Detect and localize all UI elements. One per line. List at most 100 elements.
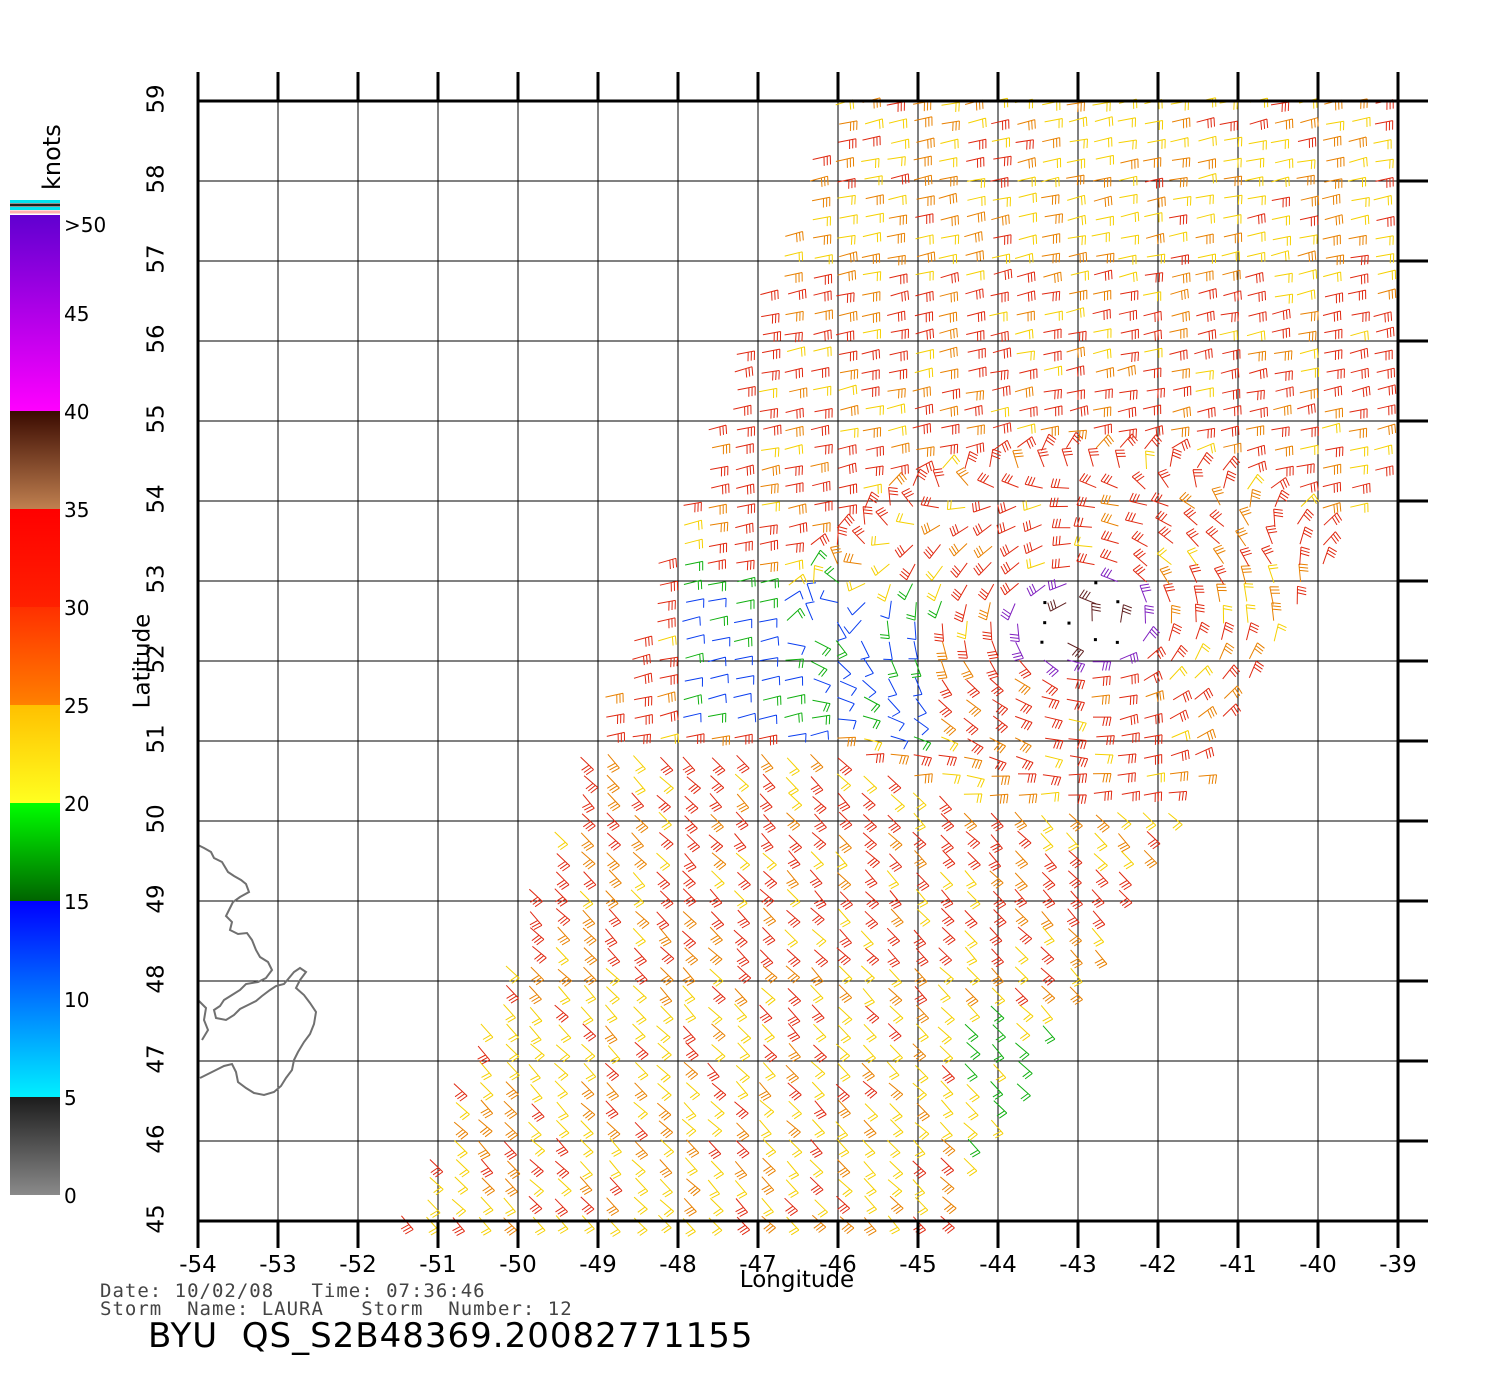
wind-barb [1171, 438, 1191, 451]
wind-barb [1296, 174, 1315, 186]
wind-barb [1068, 773, 1088, 784]
wind-barb [837, 270, 857, 282]
wind-barb [913, 754, 932, 767]
wind-barb [837, 792, 851, 812]
wind-barb [1299, 526, 1314, 545]
wind-barb [708, 597, 727, 608]
wind-barb [529, 1179, 544, 1198]
lat-tick-label: 58 [144, 164, 170, 193]
wind-barb [1222, 703, 1242, 717]
wind-barb [1143, 754, 1163, 765]
wind-barb [1120, 351, 1139, 363]
wind-barb [788, 573, 808, 586]
wind-barb [658, 635, 677, 646]
legend-stripe [10, 200, 60, 203]
wind-barb [710, 813, 724, 833]
wind-barb [733, 833, 747, 852]
wind-barb [992, 196, 1011, 207]
wind-barb [871, 535, 890, 546]
wind-barb [916, 908, 931, 927]
wind-barb [737, 1042, 751, 1062]
product-id: BYU QS_S2B48369.20082771155 [148, 1316, 754, 1356]
wind-barb [760, 753, 774, 773]
wind-barb [888, 987, 903, 1006]
wind-barb [1324, 349, 1343, 361]
wind-barb [684, 538, 704, 550]
wind-barb [455, 1102, 470, 1121]
wind-barb [963, 1122, 978, 1141]
wind-barb [1041, 871, 1056, 891]
wind-barb [762, 773, 776, 793]
lon-tick-label: -41 [1219, 1252, 1257, 1278]
wind-barb [1095, 215, 1114, 226]
wind-barb [454, 1140, 468, 1159]
wind-barb [847, 602, 866, 616]
wind-barb [708, 834, 724, 853]
wind-barb [1133, 548, 1148, 567]
wind-barb [1017, 436, 1037, 449]
wind-barb [948, 543, 968, 557]
wind-barb [708, 712, 727, 723]
wind-barb [991, 775, 1011, 785]
wind-barb [992, 715, 1008, 734]
wind-barb [938, 311, 958, 323]
wind-barb [1275, 386, 1294, 398]
wind-barb [1092, 675, 1111, 686]
wind-barb [861, 792, 876, 811]
wind-barb [429, 1177, 444, 1196]
wind-barb [992, 1043, 1005, 1063]
wind-barb [529, 1159, 544, 1178]
wind-barb [631, 1159, 646, 1178]
wind-barb [1144, 212, 1163, 223]
wind-barb [1014, 872, 1028, 892]
wind-barb [940, 834, 954, 854]
wind-barb [939, 679, 953, 699]
wind-barb [1194, 643, 1211, 660]
wind-barb [837, 178, 856, 189]
wind-barb [733, 404, 752, 416]
wind-barb [451, 1198, 467, 1217]
wind-barb [1376, 216, 1395, 227]
wind-barb [1093, 790, 1113, 801]
wind-barb [784, 367, 804, 379]
wind-barb [916, 251, 936, 263]
wind-barb [1323, 385, 1343, 397]
wind-barb [784, 1197, 798, 1217]
wind-barb [605, 890, 619, 909]
legend-label: 20 [64, 792, 89, 816]
wind-barb [1094, 949, 1108, 969]
wind-barb [865, 445, 884, 457]
wind-barb [1119, 694, 1138, 706]
wind-barb [528, 888, 543, 908]
wind-barb [938, 192, 958, 205]
wind-barb [1297, 403, 1316, 415]
wind-barb [1016, 350, 1035, 361]
wind-barb [1171, 117, 1191, 129]
wind-barb [785, 658, 804, 669]
wind-barb [707, 1062, 720, 1082]
wind-barb [1069, 289, 1088, 301]
wind-barb [786, 607, 806, 621]
wind-barb [861, 369, 880, 381]
wind-barb [555, 871, 570, 891]
wind-barb [1169, 771, 1189, 782]
wind-barb [932, 468, 945, 488]
wind-barb [1043, 350, 1062, 362]
wind-barb [607, 1045, 621, 1065]
wind-barb [810, 984, 824, 1004]
wind-barb [889, 350, 908, 362]
wind-barb [1120, 211, 1140, 223]
wind-barb [707, 1119, 723, 1137]
wind-barb [581, 851, 596, 870]
wind-barb [1247, 350, 1267, 362]
wind-barb [529, 911, 543, 931]
wind-barb [814, 500, 833, 512]
wind-barb [1019, 368, 1038, 380]
wind-barb [1011, 641, 1024, 661]
wind-barb [862, 988, 875, 1007]
wind-barb [480, 1099, 494, 1119]
wind-barb [709, 926, 723, 946]
wind-barb [1326, 156, 1345, 168]
wind-barb [1267, 564, 1279, 584]
wind-barb [530, 1083, 543, 1103]
